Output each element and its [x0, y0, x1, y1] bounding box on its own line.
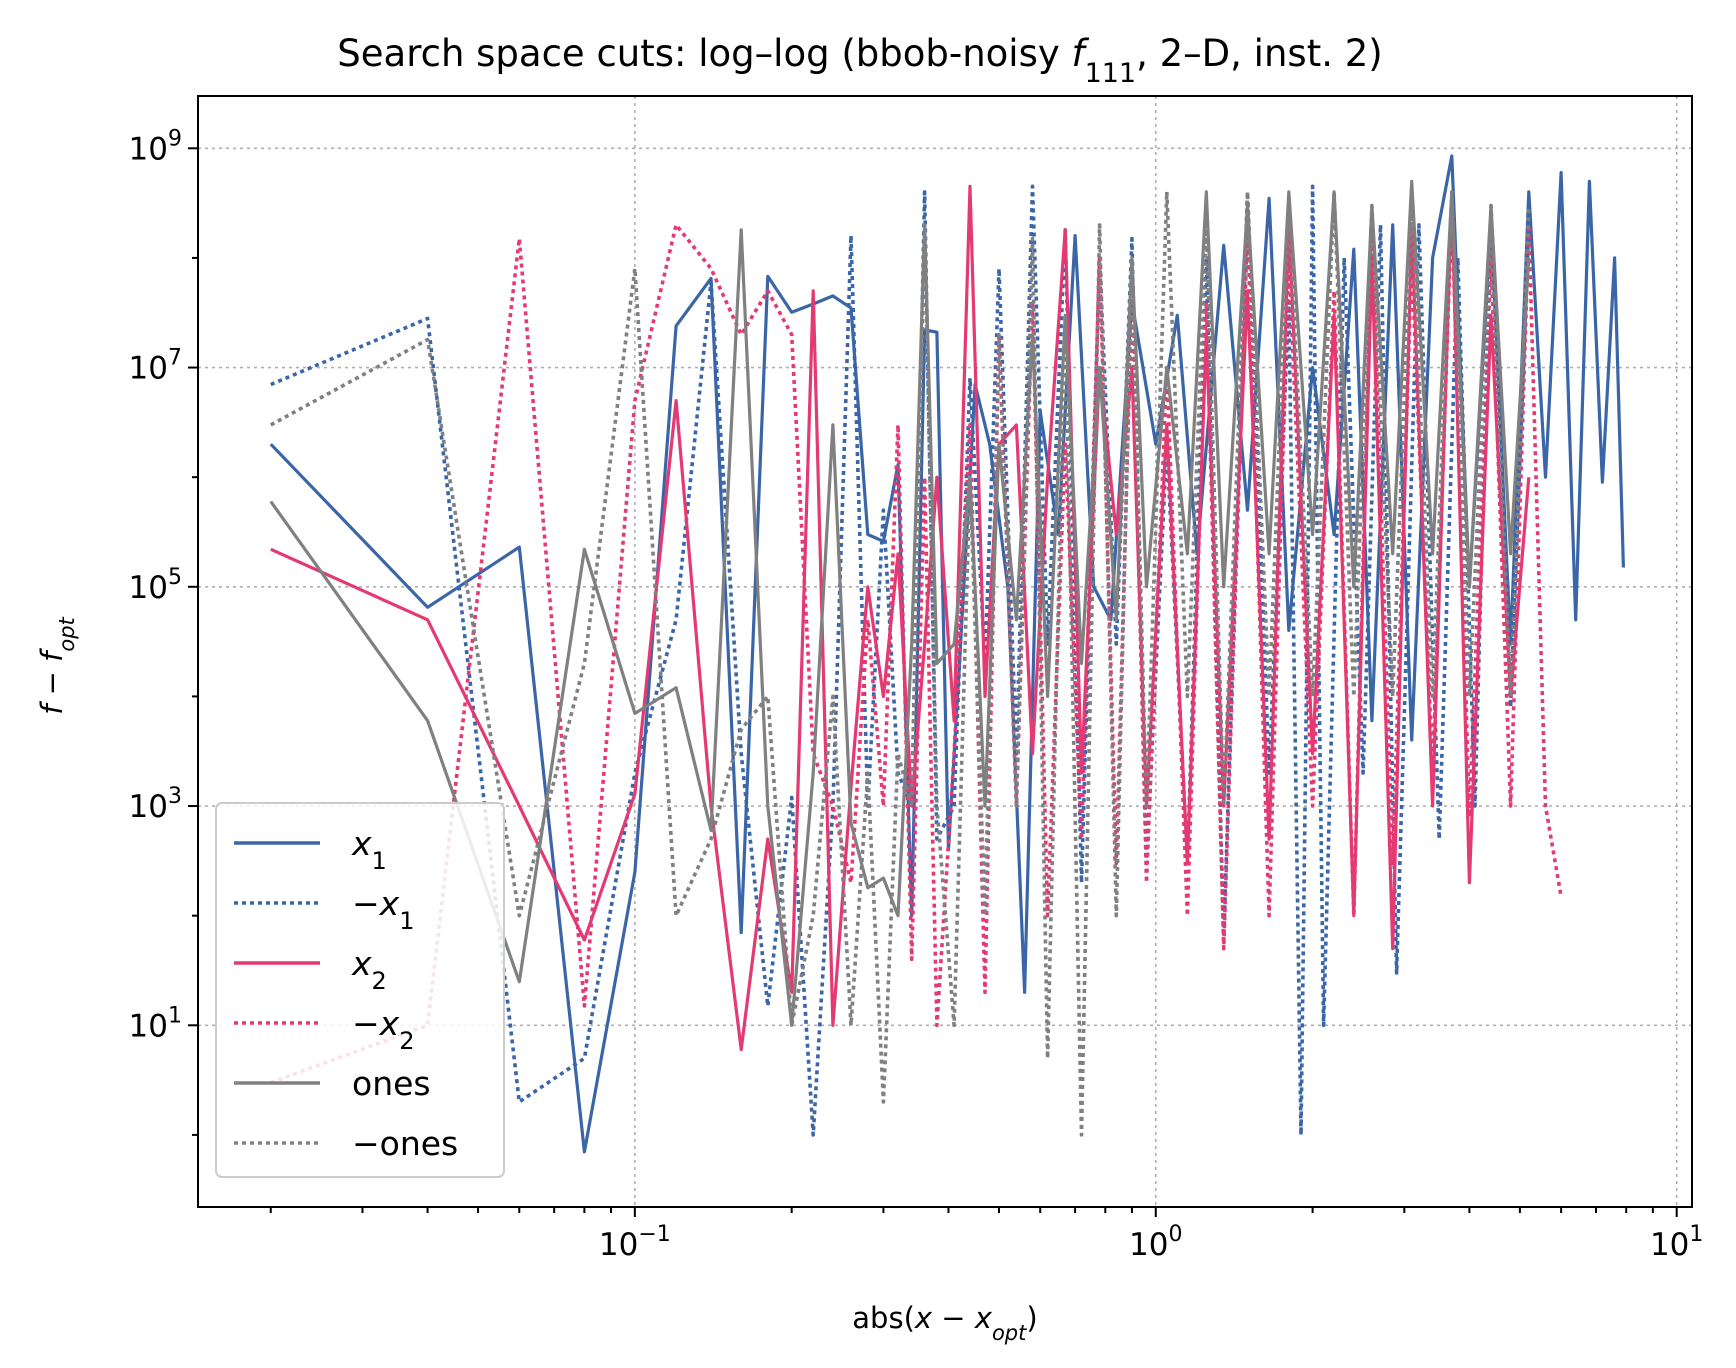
- x-tick-label-1: 100: [1129, 1222, 1182, 1263]
- series-layer: [269, 154, 1625, 1154]
- legend-label-4: −x2: [352, 1004, 414, 1055]
- axis-ticks: 10−1 100 101 101 103 105 107 109: [129, 126, 1704, 1263]
- x-tick-label-2: 101: [1650, 1222, 1703, 1263]
- legend-label-1: x1: [351, 824, 387, 875]
- y-tick-label-1: 103: [129, 784, 182, 825]
- legend-label-6: −ones: [352, 1124, 458, 1163]
- x-tick-label-0: 10−1: [599, 1222, 671, 1263]
- y-axis-label: f − fopt: [35, 616, 79, 714]
- legend-label-3: x2: [351, 944, 387, 995]
- legend: x1 −x1 x2 −x2 ones −ones: [215, 802, 505, 1178]
- series-line-6: [269, 190, 1531, 1137]
- x-axis-label: abs(x − xopt): [852, 1301, 1037, 1345]
- y-tick-label-4: 109: [129, 126, 182, 167]
- series-line-4: [270, 203, 1563, 1085]
- legend-label-2: −x1: [352, 884, 414, 935]
- legend-label-5: ones: [352, 1064, 431, 1103]
- plot-frame: [197, 95, 1693, 1208]
- y-tick-label-2: 105: [129, 565, 182, 606]
- y-tick-label-3: 107: [129, 346, 182, 387]
- chart-title: Search space cuts: log–log (bbob-noisy f…: [337, 32, 1382, 89]
- y-tick-label-0: 101: [129, 1003, 182, 1044]
